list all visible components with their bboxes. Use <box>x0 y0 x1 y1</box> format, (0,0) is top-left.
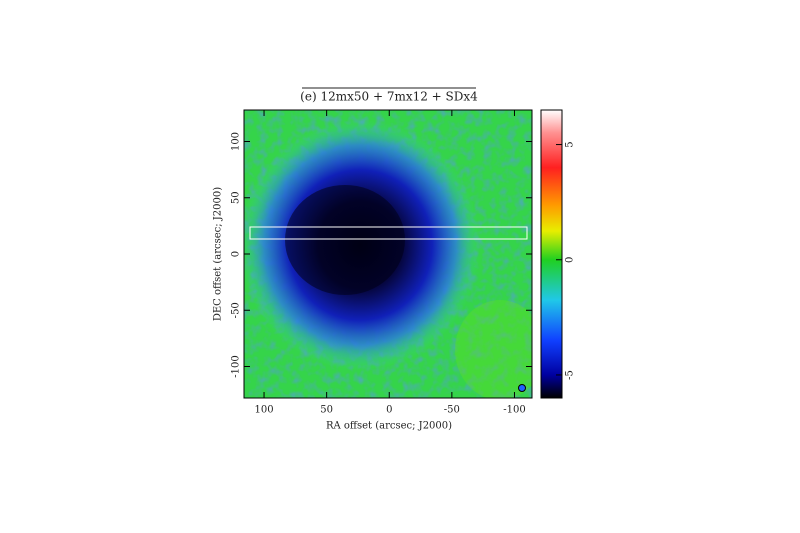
x-tick-label: 100 <box>254 405 273 416</box>
x-tick-label: -100 <box>503 405 525 416</box>
chart-title: (e) 12mx50 + 7mx12 + SDx4 <box>300 90 478 104</box>
x-axis-label: RA offset (arcsec; J2000) <box>326 421 452 432</box>
colorbar-tick-label: -5 <box>565 370 576 380</box>
x-tick-label: -50 <box>444 405 460 416</box>
y-tick-label: -50 <box>231 302 242 318</box>
beam <box>518 384 526 392</box>
colorbar-tick-label: 0 <box>565 257 576 263</box>
slit-box <box>249 226 528 240</box>
colorbar <box>540 109 563 399</box>
y-tick-label: -100 <box>231 355 242 377</box>
x-tick-label: 0 <box>386 405 392 416</box>
map-image <box>244 110 532 398</box>
y-tick-label: 100 <box>231 132 242 151</box>
x-tick-label: 50 <box>320 405 333 416</box>
colorbar-tick-label: 5 <box>565 141 576 147</box>
y-axis-label: DEC offset (arcsec; J2000) <box>213 187 224 321</box>
y-tick-label: 50 <box>231 191 242 204</box>
y-tick-label: 0 <box>231 251 242 257</box>
